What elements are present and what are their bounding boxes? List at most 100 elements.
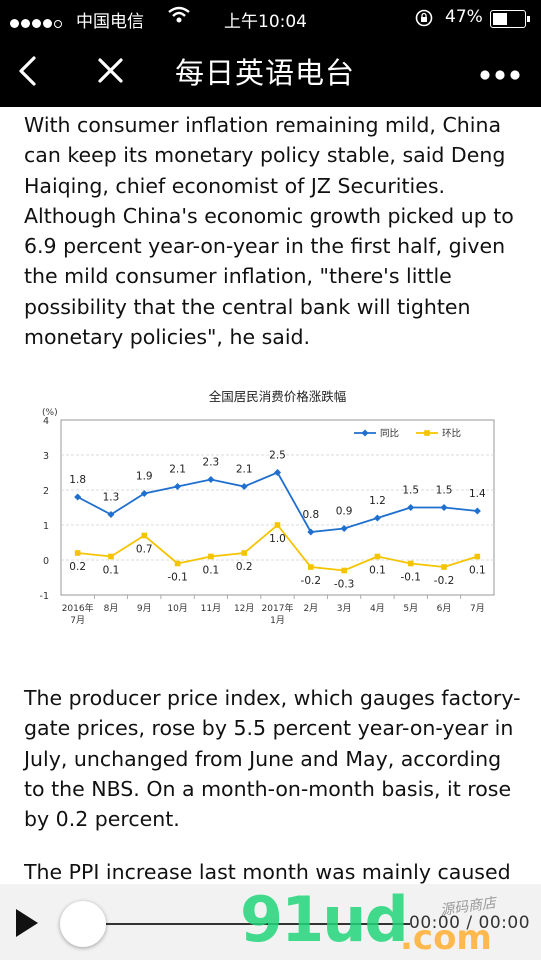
data-point-yoy xyxy=(74,493,82,501)
x-tick-label: 2016年 xyxy=(62,602,94,614)
more-options-icon[interactable] xyxy=(480,66,520,85)
y-tick-label: 4 xyxy=(43,416,49,427)
data-label-yoy: 1.2 xyxy=(369,495,386,507)
back-arrow-icon[interactable] xyxy=(16,56,38,90)
data-point-mom xyxy=(341,567,347,574)
data-label-mom: 0.1 xyxy=(469,565,486,577)
x-tick-label: 11月 xyxy=(201,603,221,614)
y-tick-label: 3 xyxy=(43,451,49,462)
watermark-brand: 91ud xyxy=(240,883,409,956)
cpi-chart: 全国居民消费价格涨跌幅 (%) 4 3 2 1 0 -1 2016年 7月 8月 9月 10月 11月 12… xyxy=(24,375,515,637)
data-label-mom: 0.1 xyxy=(369,565,386,577)
data-point-yoy xyxy=(440,504,448,511)
data-point-yoy xyxy=(473,507,481,515)
data-label-yoy: 0.8 xyxy=(302,509,319,521)
signal-icon xyxy=(10,13,64,33)
data-point-mom xyxy=(108,553,114,560)
data-label-mom: -0.2 xyxy=(434,575,455,587)
x-tick-label: 7月 xyxy=(470,603,485,614)
data-point-yoy xyxy=(240,483,248,490)
data-point-mom xyxy=(274,522,281,528)
progress-slider-handle[interactable] xyxy=(60,901,106,947)
play-icon[interactable] xyxy=(14,908,40,942)
data-point-yoy xyxy=(373,514,381,522)
nav-bar: 每日英语电台 xyxy=(0,36,541,107)
x-tick-label: 2月 xyxy=(303,603,318,614)
article-paragraph-3: The PPI increase last month was mainly c… xyxy=(24,860,511,884)
page-title: 每日英语电台 xyxy=(175,56,356,90)
x-tick-label: 9月 xyxy=(137,603,152,614)
data-point-yoy xyxy=(174,483,182,490)
carrier-label: 中国电信 xyxy=(76,12,144,32)
clock-time: 上午10:04 xyxy=(224,12,307,32)
x-tick-label: 12月 xyxy=(234,603,254,614)
data-label-yoy: 1.5 xyxy=(436,485,453,497)
playback-time: 00:00 / 00:00 xyxy=(409,913,531,933)
data-point-yoy xyxy=(140,490,148,497)
x-tick-label: 2017年 xyxy=(262,602,294,614)
x-tick-label: 4月 xyxy=(370,603,385,614)
y-tick-label: -1 xyxy=(40,591,49,602)
legend-label: 同比 xyxy=(380,428,399,440)
data-point-mom xyxy=(407,560,414,567)
data-label-mom: -0.1 xyxy=(400,572,421,584)
data-label-yoy: 1.3 xyxy=(103,492,120,504)
data-point-mom xyxy=(141,532,148,539)
progress-track[interactable] xyxy=(80,923,410,925)
data-point-mom xyxy=(308,564,314,570)
article-paragraph-2: The producer price index, which gauges f… xyxy=(24,686,521,832)
y-axis-label: (%) xyxy=(42,408,58,418)
data-point-mom xyxy=(208,553,214,560)
data-label-yoy: 1.8 xyxy=(69,474,86,486)
legend-marker xyxy=(424,430,430,436)
article-paragraph-1: With consumer inflation remaining mild, … xyxy=(24,113,514,350)
status-bar: 中国电信 上午10:04 47% xyxy=(0,0,541,36)
data-point-yoy xyxy=(274,469,281,476)
data-label-yoy: 0.9 xyxy=(336,506,353,518)
data-label-mom: 0.1 xyxy=(203,565,220,577)
data-point-mom xyxy=(374,553,381,560)
x-tick-label: 3月 xyxy=(337,603,352,614)
data-point-yoy xyxy=(107,511,115,518)
battery-icon xyxy=(490,10,530,28)
data-label-mom: -0.2 xyxy=(301,575,322,587)
data-label-yoy: 2.5 xyxy=(269,450,286,462)
data-label-mom: -0.1 xyxy=(167,572,188,584)
close-icon[interactable] xyxy=(97,57,124,88)
y-tick-label: 1 xyxy=(43,521,49,532)
x-tick-label: 5月 xyxy=(403,603,418,614)
data-label-mom: 0.2 xyxy=(236,561,253,573)
x-tick-label: 1月 xyxy=(270,615,285,626)
watermark-domain: .com xyxy=(400,918,492,958)
data-point-mom xyxy=(441,564,447,570)
y-tick-label: 0 xyxy=(43,556,49,567)
x-tick-label: 8月 xyxy=(104,603,119,614)
x-tick-label: 6月 xyxy=(437,603,452,614)
y-tick-label: 2 xyxy=(43,486,49,497)
data-label-yoy: 1.9 xyxy=(136,471,153,483)
data-point-yoy xyxy=(207,476,215,483)
data-label-mom: 0.7 xyxy=(136,544,153,556)
chart-title: 全国居民消费价格涨跌幅 xyxy=(209,389,347,404)
orientation-lock-icon xyxy=(415,9,433,32)
x-tick-label: 7月 xyxy=(70,615,85,626)
data-label-mom: -0.3 xyxy=(334,579,355,591)
data-point-yoy xyxy=(407,504,415,511)
battery-percent: 47% xyxy=(445,7,483,27)
audio-player: 00:00 / 00:00 xyxy=(0,884,541,960)
data-label-mom: 0.2 xyxy=(69,561,86,573)
data-label-yoy: 1.4 xyxy=(469,488,486,500)
data-point-mom xyxy=(174,560,181,567)
top-bar: 中国电信 上午10:04 47% 每日英语电台 xyxy=(0,0,541,107)
legend-label: 环比 xyxy=(442,428,461,440)
data-point-mom xyxy=(474,553,481,560)
x-tick-label: 10月 xyxy=(167,603,187,614)
data-label-yoy: 2.1 xyxy=(236,464,253,476)
data-label-mom: 0.1 xyxy=(103,565,120,577)
data-point-yoy xyxy=(340,525,348,532)
legend-marker xyxy=(361,429,369,437)
data-point-yoy xyxy=(307,528,315,536)
data-point-mom xyxy=(74,550,81,556)
data-label-yoy: 2.1 xyxy=(169,464,186,476)
